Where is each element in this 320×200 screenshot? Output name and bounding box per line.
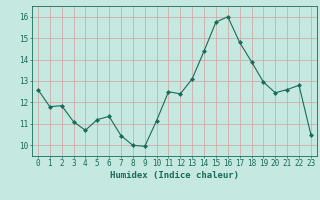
X-axis label: Humidex (Indice chaleur): Humidex (Indice chaleur)	[110, 171, 239, 180]
